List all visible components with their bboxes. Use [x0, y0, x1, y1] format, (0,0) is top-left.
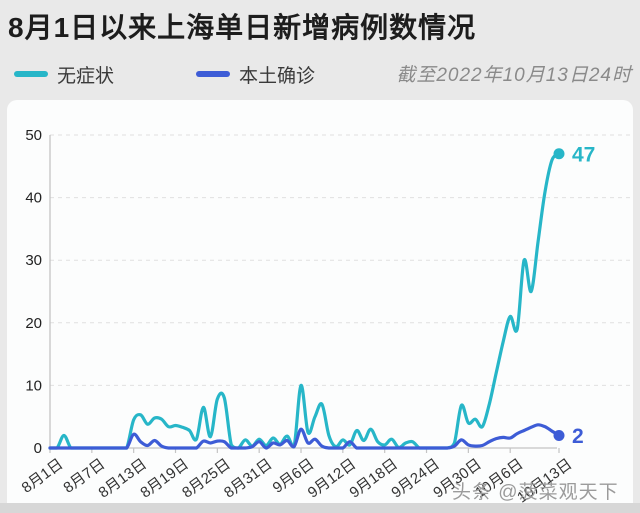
y-axis-tick-label: 0 [34, 440, 42, 457]
x-axis-tick-label: 8月1日 [19, 455, 67, 496]
confirmed-end-value: 2 [572, 425, 584, 448]
legend: 无症状 本土确诊 [0, 60, 640, 88]
asymptomatic-line-swatch [14, 71, 48, 77]
x-axis-tick-label: 8月31日 [221, 455, 276, 501]
y-axis-tick-label: 50 [25, 127, 42, 144]
y-axis-tick-label: 40 [25, 190, 42, 207]
legend-label-asymptomatic: 无症状 [57, 65, 115, 87]
watermark: 头条 @菠菜观天下 [452, 482, 619, 503]
legend-label-confirmed: 本土确诊 [239, 65, 316, 87]
confirmed-line [48, 423, 561, 450]
y-axis-tick-label: 10 [25, 377, 42, 394]
legend-item-confirmed: 本土确诊 [196, 60, 315, 88]
asymptomatic-end-value: 47 [572, 143, 595, 166]
y-axis-tick-label: 20 [25, 315, 42, 332]
chart-title: 8月1日以来上海单日新增病例数情况 [8, 12, 477, 43]
chart-card [7, 100, 633, 503]
bottom-strip [0, 503, 640, 513]
as-of-timestamp: 截至2022年10月13日24时 [396, 65, 632, 86]
asymptomatic-end-dot [553, 148, 565, 160]
asymptomatic-line [48, 152, 561, 450]
y-axis-tick-label: 30 [25, 252, 42, 269]
confirmed-end-dot [553, 429, 565, 441]
legend-item-asymptomatic: 无症状 [14, 60, 114, 88]
confirmed-line-swatch [196, 71, 230, 77]
